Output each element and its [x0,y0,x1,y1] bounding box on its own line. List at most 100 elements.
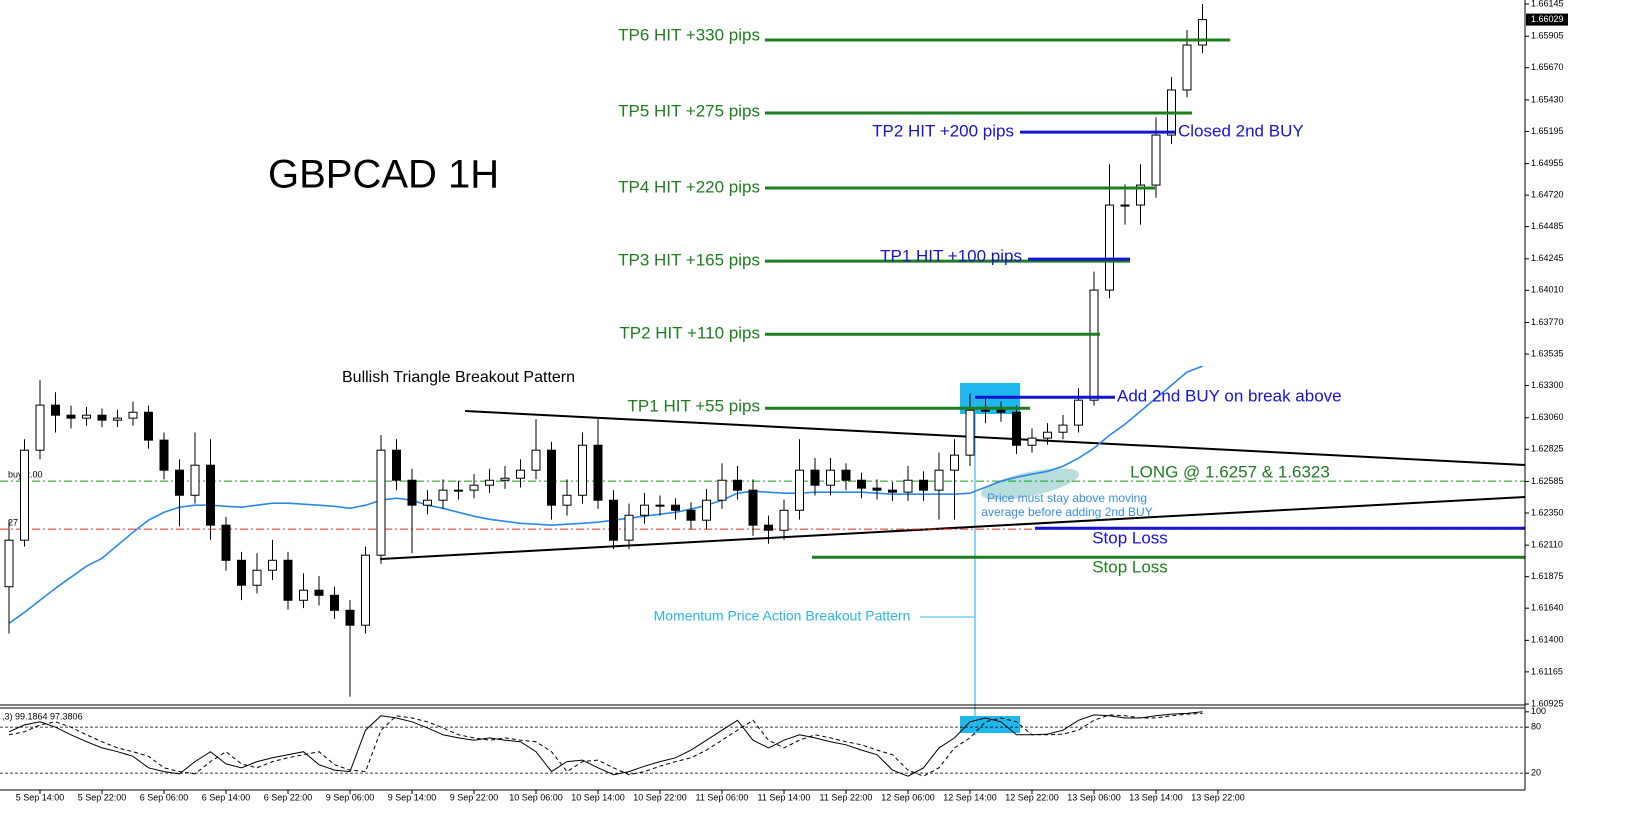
candle-body [578,444,587,496]
x-tick-label: 9 Sep 06:00 [326,792,375,802]
candle-body [857,479,866,489]
x-tick-label: 10 Sep 06:00 [509,792,563,802]
candle-body [330,594,339,611]
candle-body [717,479,727,501]
level-label: TP2 HIT +110 pips [619,324,760,343]
candle-body [950,454,959,471]
y-tick-label: 1.63300 [1531,380,1564,390]
candle-body [283,559,293,601]
candle-body [919,479,928,491]
candle-body [175,469,184,496]
x-tick-label: 11 Sep 22:00 [820,792,873,802]
candle-body [1120,204,1130,207]
candle-body [686,509,696,521]
candle-body [500,477,510,481]
note-line: average before adding 2nd BUY [981,505,1152,519]
x-tick-label: 12 Sep 06:00 [881,792,935,802]
candle-body [1027,437,1037,446]
candle-body [20,449,29,541]
note-line: Price must stay above moving [987,491,1147,505]
candle-body [314,589,324,596]
candle-body [144,411,153,441]
x-tick-label: 12 Sep 22:00 [1005,792,1059,802]
candle-body [454,489,463,492]
candle-body [1074,399,1083,426]
candle-body [748,489,758,526]
highlight-ellipse [981,468,1079,500]
candle-body [733,479,742,491]
y-tick-label: 1.64010 [1531,285,1564,295]
candle-body [1089,289,1099,401]
candle-body [562,494,572,506]
stoch-tick-label: 80 [1531,722,1541,732]
candle-body [407,479,417,506]
candle-body [159,439,169,471]
candle-body [810,469,820,486]
candle-body [438,489,448,501]
y-tick-label: 1.62110 [1531,540,1563,550]
y-tick-label: 1.63770 [1531,317,1564,327]
x-tick-label: 6 Sep 14:00 [202,792,251,802]
x-tick-label: 10 Sep 22:00 [633,792,687,802]
level-label: TP1 HIT +55 pips [628,397,760,416]
current-price-label: 1.66029 [1531,14,1564,24]
level-label: Stop Loss [1092,529,1168,548]
x-tick-label: 5 Sep 22:00 [78,792,127,802]
x-tick-label: 6 Sep 22:00 [264,792,313,802]
stoch-main [8,711,1203,777]
candle-body [841,469,851,481]
candle-body [51,404,60,416]
candle-body [702,499,711,521]
candle-body [1012,411,1021,446]
candle-body [1136,184,1145,206]
candle-body [485,479,494,486]
y-tick-label: 1.60925 [1531,698,1564,708]
candle-body [531,449,541,471]
y-tick-label: 1.65430 [1531,94,1564,104]
candle-body [423,499,432,506]
candle-body [516,469,525,479]
candle-body [640,504,649,516]
candle-body [1198,19,1207,46]
candle-body [35,404,45,451]
candle-body [1105,204,1114,291]
stoch-header: ,3) 99.1864 97.3806 [2,711,83,721]
y-tick-label: 1.65670 [1531,62,1564,72]
long-label: LONG @ 1.6257 & 1.6323 [1130,462,1330,481]
candle-body [252,569,262,586]
candle-body [345,609,355,626]
candle-body [1182,44,1192,91]
x-tick-label: 9 Sep 14:00 [388,792,437,802]
candle-body [1043,431,1052,439]
x-tick-label: 13 Sep 06:00 [1067,792,1121,802]
level-label: TP1 HIT +100 pips [880,247,1022,266]
candle-body [237,559,246,586]
candle-body [609,499,618,541]
candle-body [981,409,990,412]
level-label: TP6 HIT +330 pips [618,25,760,44]
x-tick-label: 12 Sep 14:00 [943,792,997,802]
y-tick-label: 1.65195 [1531,126,1564,136]
candle-body [97,414,107,421]
level-label: TP2 HIT +200 pips [872,122,1014,141]
candle-body [872,487,882,491]
candle-body [299,589,308,601]
candle-body [190,464,200,496]
candle-body [671,504,680,511]
candle-body [593,444,603,501]
x-tick-label: 5 Sep 14:00 [16,792,65,802]
current-price-box [1526,13,1568,26]
x-tick-label: 6 Sep 06:00 [140,792,189,802]
candle-body [655,504,665,507]
stoch-tick-label: 20 [1531,768,1541,778]
x-tick-label: 10 Sep 14:00 [571,792,625,802]
candle-body [361,554,370,626]
candle-body [376,449,386,556]
candle-body [469,484,479,491]
y-tick-label: 1.64955 [1531,158,1564,168]
candle-body [965,409,975,456]
candle-body [66,414,76,419]
candle-body [903,479,913,493]
